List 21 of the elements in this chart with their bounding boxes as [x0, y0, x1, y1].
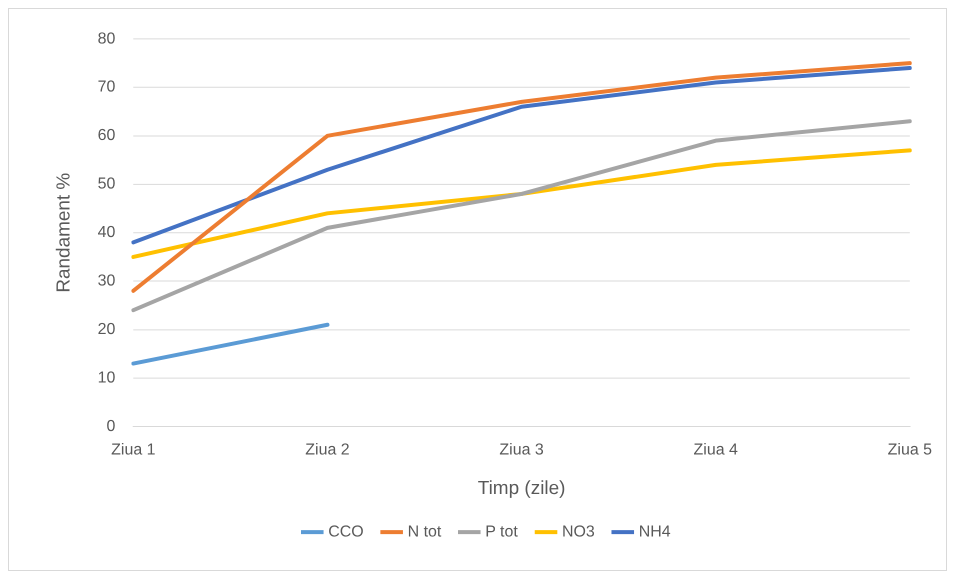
y-tick-label: 10 — [98, 369, 116, 386]
y-tick-label: 30 — [98, 272, 116, 290]
y-tick-label: 80 — [98, 30, 116, 48]
legend-label: P tot — [485, 524, 518, 541]
y-axis-title: Randament % — [53, 172, 75, 293]
y-tick-label: 40 — [98, 224, 116, 242]
x-axis-title: Timp (zile) — [478, 478, 566, 500]
y-tick-label: 50 — [98, 176, 116, 193]
y-tick-label: 60 — [98, 127, 116, 144]
x-tick-label: Ziua 4 — [694, 441, 738, 458]
legend-label: N tot — [408, 524, 442, 541]
x-tick-label: Ziua 2 — [305, 441, 350, 458]
legend-label: NO3 — [562, 524, 595, 541]
legend-label: NH4 — [638, 524, 671, 541]
y-tick-label: 70 — [98, 78, 116, 96]
y-tick-label: 20 — [98, 321, 116, 338]
legend-label: CCO — [328, 524, 364, 541]
y-tick-label: 0 — [106, 418, 116, 435]
x-tick-label: Ziua 1 — [111, 441, 156, 458]
x-tick-label: Ziua 5 — [888, 441, 932, 458]
x-tick-label: Ziua 3 — [499, 441, 544, 458]
